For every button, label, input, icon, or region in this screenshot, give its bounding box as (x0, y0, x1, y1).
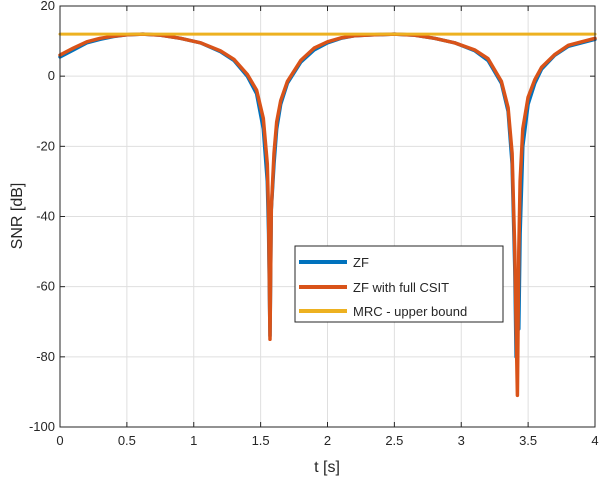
y-tick-label: 20 (41, 0, 55, 13)
legend-label-mrc: MRC - upper bound (353, 304, 467, 319)
legend-label-zf-full-csit: ZF with full CSIT (353, 280, 449, 295)
x-tick-label: 4 (591, 433, 598, 448)
x-tick-label: 0 (56, 433, 63, 448)
legend: ZF ZF with full CSIT MRC - upper bound (294, 245, 504, 323)
y-tick-label: -20 (36, 138, 55, 153)
x-tick-label: 1 (190, 433, 197, 448)
x-tick-label: 3 (458, 433, 465, 448)
legend-label-zf: ZF (353, 255, 369, 270)
y-tick-label: 0 (48, 68, 55, 83)
x-tick-label: 2 (324, 433, 331, 448)
y-tick-label: -80 (36, 349, 55, 364)
x-tick-labels: 0 0.5 1 1.5 2 2.5 3 3.5 4 (56, 433, 598, 448)
series-layer (58, 32, 597, 398)
series-zf-full-csit-line (58, 32, 597, 398)
ticks (59, 5, 596, 428)
x-tick-label: 1.5 (252, 433, 270, 448)
y-tick-label: -40 (36, 209, 55, 224)
x-tick-label: 0.5 (118, 433, 136, 448)
x-axis-label: t [s] (314, 459, 340, 476)
y-tick-labels: -100 -80 -60 -40 -20 0 20 (29, 0, 55, 434)
x-tick-label: 2.5 (385, 433, 403, 448)
y-tick-label: -60 (36, 279, 55, 294)
y-axis-label: SNR [dB] (9, 183, 26, 250)
x-tick-label: 3.5 (519, 433, 537, 448)
y-tick-label: -100 (29, 419, 55, 434)
